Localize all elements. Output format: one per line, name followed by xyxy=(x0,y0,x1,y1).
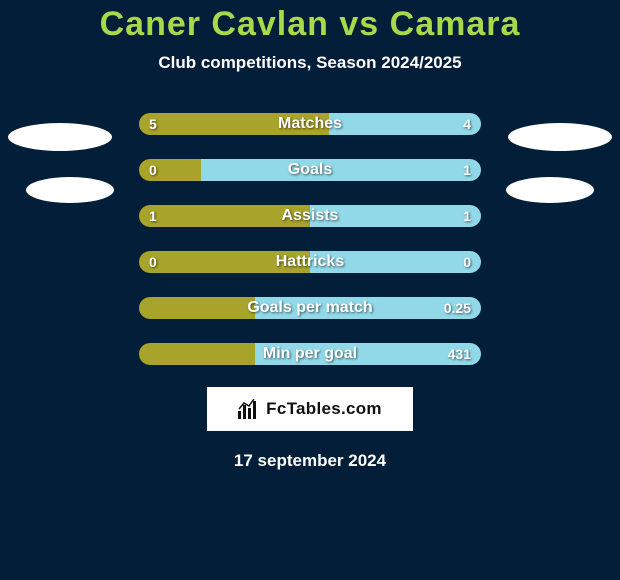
stat-value-right: 1 xyxy=(463,208,471,224)
stat-value-right: 0 xyxy=(463,254,471,270)
stat-label: Assists xyxy=(139,207,481,225)
stat-row: Assists1 1 xyxy=(137,203,483,229)
stat-label: Goals per match xyxy=(139,299,481,317)
stat-value-right: 1 xyxy=(463,162,471,178)
page-title: Caner Cavlan vs Camara xyxy=(0,0,620,43)
subtitle: Club competitions, Season 2024/2025 xyxy=(0,53,620,73)
stat-row: Min per goal431 xyxy=(137,341,483,367)
brand-chart-icon xyxy=(238,399,260,419)
avatar-ellipse xyxy=(8,123,112,151)
date-line: 17 september 2024 xyxy=(0,451,620,471)
stat-value-left: 0 xyxy=(149,254,157,270)
stat-row: Hattricks0 0 xyxy=(137,249,483,275)
stat-value-right: 0.25 xyxy=(444,300,471,316)
avatar-ellipse xyxy=(508,123,612,151)
stat-label: Hattricks xyxy=(139,253,481,271)
stat-value-left: 1 xyxy=(149,208,157,224)
brand-text: FcTables.com xyxy=(266,399,382,419)
stat-row: Matches5 4 xyxy=(137,111,483,137)
stat-label: Min per goal xyxy=(139,345,481,363)
avatar-ellipse xyxy=(506,177,594,203)
stat-row: Goals0 1 xyxy=(137,157,483,183)
stat-value-left: 5 xyxy=(149,116,157,132)
avatar-ellipse xyxy=(26,177,114,203)
stat-label: Matches xyxy=(139,115,481,133)
stat-label: Goals xyxy=(139,161,481,179)
stat-value-right: 4 xyxy=(463,116,471,132)
stat-value-left: 0 xyxy=(149,162,157,178)
comparison-bars: Matches54Goals01Assists11Hattricks00Goal… xyxy=(137,111,483,367)
stat-value-right: 431 xyxy=(448,346,471,362)
stat-row: Goals per match0.25 xyxy=(137,295,483,321)
brand-badge: FcTables.com xyxy=(207,387,413,431)
